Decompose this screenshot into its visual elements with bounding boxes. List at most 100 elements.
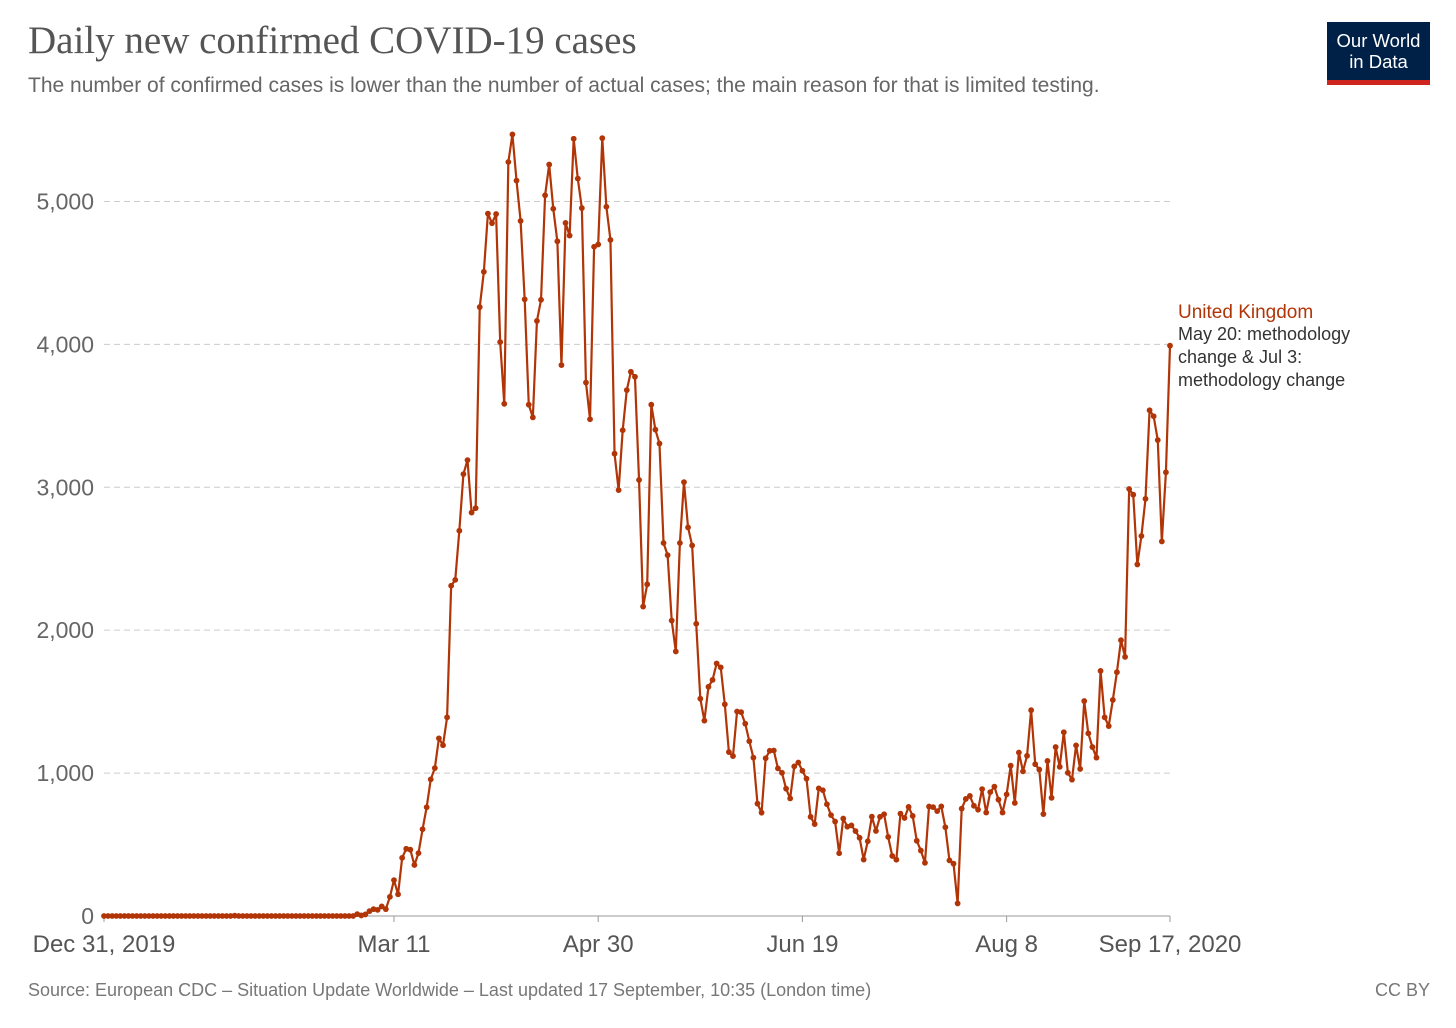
data-point [105,913,111,919]
data-point [640,603,647,610]
data-point [554,238,561,245]
data-point [962,796,969,802]
data-point [721,701,728,708]
data-point [207,913,214,919]
data-point [685,524,691,531]
data-point [121,913,128,919]
data-point [791,763,798,770]
data-point [235,913,242,919]
data-point [1064,769,1071,776]
data-point [864,838,871,845]
data-point [284,913,291,919]
data-point [109,913,116,919]
data-point [954,900,961,907]
data-point [272,913,279,919]
data-point [517,217,524,224]
data-point [922,859,928,866]
data-point [672,648,679,655]
data-point [133,913,140,919]
data-point [570,135,577,142]
license-link[interactable]: CC BY [1374,980,1430,1000]
data-point [521,296,528,303]
data-point [505,159,512,165]
data-point [464,457,471,464]
data-point [595,241,602,248]
data-point [917,847,924,854]
data-point [807,813,814,820]
y-tick-label: 0 [81,903,94,929]
data-point [440,742,446,749]
data-point [1089,744,1096,750]
data-point [288,913,295,919]
data-point [178,913,185,919]
data-point [811,821,818,828]
data-point [325,913,332,919]
data-point [652,426,659,433]
y-tick-label: 1,000 [36,760,94,786]
data-point [738,709,745,716]
data-point [223,913,230,919]
data-point [828,812,834,819]
data-point [1154,437,1161,444]
data-point [301,913,308,919]
data-point [170,913,177,919]
data-point [578,205,585,211]
data-point [493,211,499,217]
data-point [436,735,442,742]
data-point [305,913,312,919]
owid-logo[interactable]: Our World in Data [1327,22,1430,85]
data-point [378,903,385,910]
data-point [999,809,1006,816]
data-point [779,769,785,776]
data-point [268,913,275,919]
data-point [758,809,765,816]
data-point [697,695,704,702]
data-point [795,759,802,766]
data-point [260,913,267,919]
data-point [117,913,124,919]
data-point [623,387,630,393]
data-point [656,440,663,447]
data-point [1003,791,1010,798]
data-point [893,856,900,863]
data-point [342,913,348,919]
data-point [615,487,622,494]
data-point [448,582,455,589]
gridlines [104,200,1170,774]
data-point [415,850,422,857]
data-point [619,427,626,434]
chart-subtitle: The number of confirmed cases is lower t… [28,74,1100,97]
data-point [1150,413,1157,420]
data-point [1101,714,1108,721]
data-point [860,856,867,863]
data-point [1048,794,1055,801]
data-point [280,913,287,919]
data-point [546,161,553,168]
data-point [1060,729,1067,736]
data-point [1146,407,1153,414]
data-point [1015,749,1022,756]
data-point [1105,723,1112,729]
data-point [1085,730,1092,737]
x-tick-label: Dec 31, 2019 [33,931,176,958]
series-annotation: May 20: methodology change & Jul 3: method… [1178,324,1350,390]
data-point [293,913,299,919]
data-point [317,913,324,919]
data-point [873,828,879,834]
y-tick-label: 4,000 [36,331,94,357]
data-point [1028,707,1035,714]
series-united-kingdom [101,131,1173,919]
x-tick-label: Aug 8 [975,931,1038,958]
data-point [1052,744,1059,750]
data-point [101,913,107,919]
data-point [391,877,397,884]
data-point [840,815,847,822]
data-point [468,509,475,516]
data-point [558,362,565,368]
data-point [958,805,965,812]
data-point [1032,761,1039,768]
data-point [983,809,990,816]
data-point [362,911,369,918]
data-point [195,913,201,919]
data-point [942,824,949,831]
